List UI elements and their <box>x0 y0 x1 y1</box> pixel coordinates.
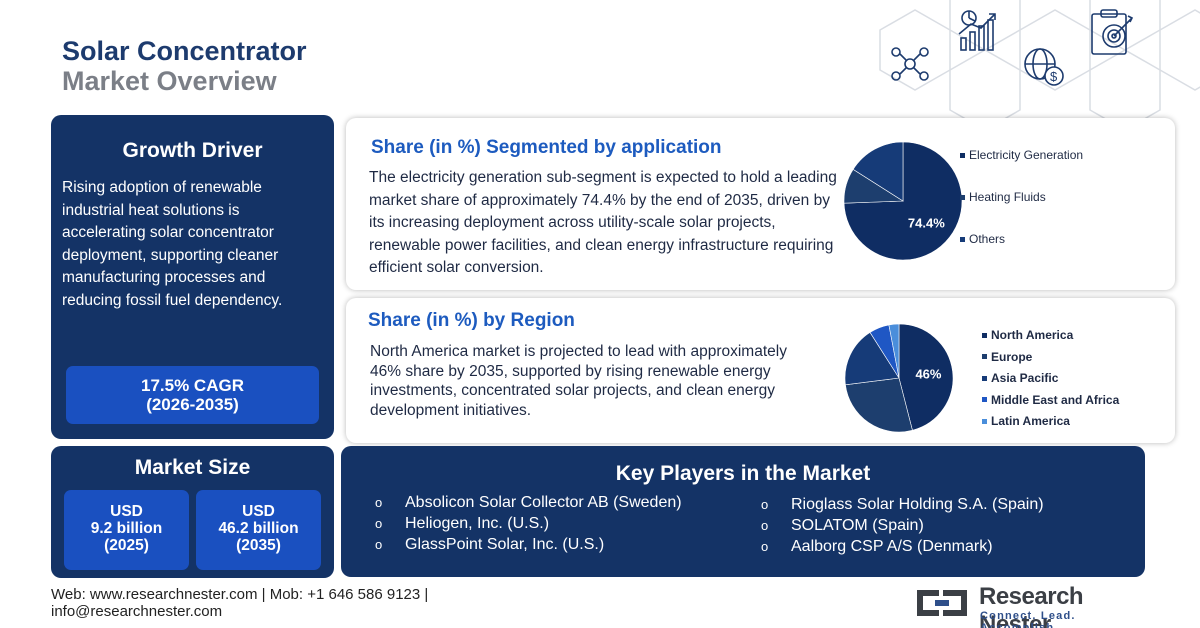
legend-swatch <box>982 354 987 359</box>
legend-item: Electricity Generation <box>960 148 1083 162</box>
list-item: o SOLATOM (Spain) <box>761 515 1044 536</box>
market-size-currency: USD <box>110 503 143 520</box>
region-share-title: Share (in %) by Region <box>368 310 575 331</box>
pie-data-label: 46% <box>915 366 941 381</box>
bullet: o <box>761 539 769 554</box>
market-size-currency: USD <box>242 503 275 520</box>
legend-item: Europe <box>982 350 1032 364</box>
list-item: o Absolicon Solar Collector AB (Sweden) <box>375 492 682 513</box>
legend-swatch <box>960 152 965 158</box>
growth-chart-icon <box>958 10 996 51</box>
bullet: o <box>375 537 383 552</box>
region-share-text: North America market is projected to lea… <box>370 343 787 419</box>
legend-label: North America <box>991 328 1074 342</box>
contact-line-2[interactable]: info@researchnester.com <box>51 603 223 620</box>
growth-driver-panel: Growth Driver Rising adoption of renewab… <box>51 115 334 439</box>
key-players-column-2: o Rioglass Solar Holding S.A. (Spain) o SO… <box>761 494 1044 557</box>
list-item: o GlassPoint Solar, Inc. (U.S.) <box>375 534 682 555</box>
legend-label: Asia Pacific <box>991 371 1059 385</box>
logo-tagline: Connect. Lead. Accomplish <box>980 610 1076 628</box>
market-size-2035-box: USD 46.2 billion (2035) <box>196 490 321 570</box>
legend-label: Electricity Generation <box>969 148 1084 162</box>
key-player-name: GlassPoint Solar, Inc. (U.S.) <box>405 536 605 553</box>
pie-slice-north-america <box>898 324 953 431</box>
key-player-name: Absolicon Solar Collector AB (Sweden) <box>405 494 682 511</box>
application-pie-chart: 74.4% <box>844 142 962 260</box>
legend-swatch <box>982 418 987 424</box>
legend-item: Others <box>960 232 1005 246</box>
cagr-box: 17.5% CAGR (2026-2035) <box>66 366 319 424</box>
application-share-title: Share (in %) Segmented by application <box>371 137 722 158</box>
market-size-year: (2025) <box>104 537 149 554</box>
list-item: o Heliogen, Inc. (U.S.) <box>375 513 682 534</box>
pie-slice-europe <box>845 377 913 432</box>
application-share-text: The electricity generation sub-segment i… <box>369 169 837 276</box>
legend-item: Heating Fluids <box>960 190 1046 204</box>
legend-item: Asia Pacific <box>982 371 1058 385</box>
legend-label: Others <box>969 232 1006 246</box>
region-pie-chart: 46% <box>845 324 953 432</box>
legend-label: Europe <box>991 349 1033 364</box>
legend-swatch <box>960 236 965 242</box>
logo-mark-icon <box>917 590 967 616</box>
market-size-panel: Market Size USD 9.2 billion (2025) USD 4… <box>51 446 334 578</box>
growth-driver-text: Rising adoption of renewable industrial … <box>62 179 283 309</box>
network-people-icon <box>891 47 929 81</box>
market-size-value: 9.2 billion <box>90 520 163 537</box>
application-share-card: Share (in %) Segmented by application Th… <box>346 118 1175 290</box>
market-size-title: Market Size <box>134 456 251 479</box>
bullet: o <box>761 518 769 533</box>
region-share-card: Share (in %) by Region North America mar… <box>346 298 1175 443</box>
key-player-name: Heliogen, Inc. (U.S.) <box>405 515 550 532</box>
key-players-title: Key Players in the Market <box>615 462 871 485</box>
market-size-year: (2035) <box>236 537 281 554</box>
cagr-period: (2026-2035) <box>146 395 239 414</box>
legend-swatch <box>982 375 987 381</box>
pie-slice-latin-america <box>888 324 900 379</box>
legend-label: Middle East and Africa <box>991 392 1120 407</box>
pie-data-label: 74.4% <box>908 216 945 231</box>
page-title: Solar Concentrator Market Overview <box>62 36 307 96</box>
legend-swatch <box>960 194 965 200</box>
market-size-2025-box: USD 9.2 billion (2025) <box>64 490 189 570</box>
research-nester-logo: Research Nester Connect. Lead. Accomplis… <box>913 583 1148 628</box>
growth-driver-title: Growth Driver <box>122 139 263 162</box>
globe-dollar-icon: $ <box>1024 48 1064 86</box>
contact-footer: Web: www.researchnester.com | Mob: +1 64… <box>51 586 428 620</box>
market-size-value: 46.2 billion <box>218 520 299 537</box>
svg-text:$: $ <box>1050 69 1058 84</box>
bullet: o <box>761 497 769 512</box>
legend-swatch <box>982 332 987 338</box>
title-line-2: Market Overview <box>62 66 277 96</box>
key-player-name: Rioglass Solar Holding S.A. (Spain) <box>791 496 1044 513</box>
key-players-panel: Key Players in the Market o Absolicon Sol… <box>341 446 1145 577</box>
key-player-name: Aalborg CSP A/S (Denmark) <box>791 538 993 555</box>
legend-swatch <box>982 397 987 402</box>
pie-slice-asia-pacific <box>845 331 900 386</box>
contact-line-1[interactable]: Web: www.researchnester.com | Mob: +1 64… <box>51 586 429 603</box>
list-item: o Rioglass Solar Holding S.A. (Spain) <box>761 494 1044 515</box>
legend-item: Latin America <box>982 414 1070 428</box>
pie-slice-others <box>852 142 904 202</box>
legend-item: North America <box>982 328 1073 342</box>
cagr-value: 17.5% CAGR <box>141 376 244 395</box>
bullet: o <box>375 516 383 531</box>
list-item: o Aalborg CSP A/S (Denmark) <box>761 536 1044 557</box>
logo-name: Research Nester <box>979 583 1084 628</box>
bullet: o <box>375 495 383 510</box>
legend-label: Latin America <box>991 414 1070 428</box>
legend-item: Middle East and Africa <box>982 393 1119 407</box>
title-line-1: Solar Concentrator <box>62 36 307 66</box>
hexagon-decoration <box>879 0 1200 131</box>
legend-label: Heating Fluids <box>969 190 1046 204</box>
key-player-name: SOLATOM (Spain) <box>791 517 924 534</box>
key-players-column-1: o Absolicon Solar Collector AB (Sweden) o… <box>375 492 682 555</box>
target-clipboard-icon <box>1091 9 1134 55</box>
